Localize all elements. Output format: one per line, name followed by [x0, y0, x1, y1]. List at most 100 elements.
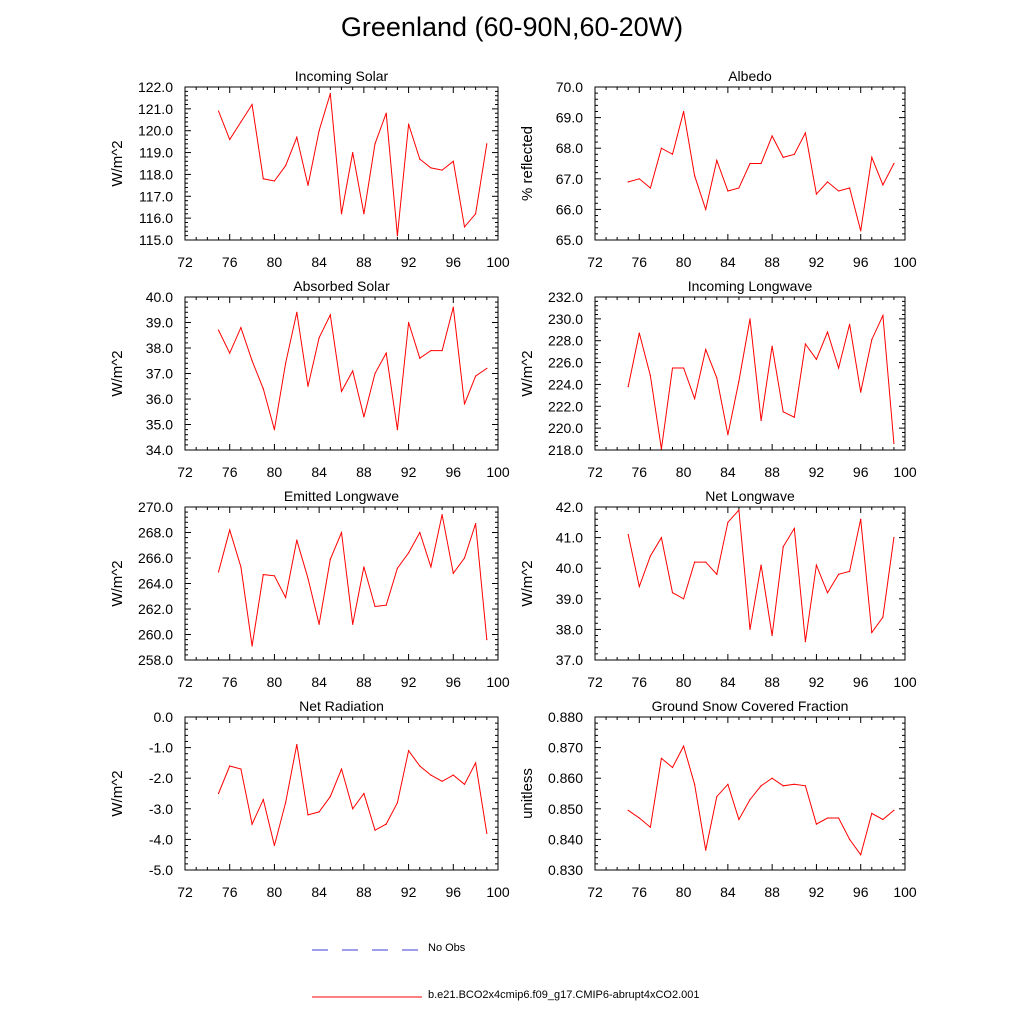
ground-snow-covered-fraction-xtick-label: 76: [631, 884, 647, 900]
albedo-point: [815, 193, 818, 195]
incoming-solar-point: [340, 213, 343, 215]
albedo-series-line: [628, 111, 895, 231]
ground-snow-covered-fraction-point: [682, 745, 685, 747]
incoming-solar-title: Incoming Solar: [295, 68, 389, 84]
net-radiation-point: [352, 808, 354, 810]
absorbed-solar-ytick-label: 35.0: [146, 417, 173, 433]
incoming-longwave-point: [749, 318, 751, 320]
net-longwave-point: [749, 628, 751, 631]
net-longwave-xtick-label: 88: [764, 674, 780, 690]
incoming-longwave-point: [793, 416, 795, 418]
net-longwave-point: [627, 533, 629, 536]
emitted-longwave-point: [475, 522, 477, 525]
incoming-solar-point: [352, 151, 354, 154]
incoming-solar-point: [441, 169, 443, 171]
emitted-longwave-point: [407, 552, 410, 554]
net-radiation-point: [385, 823, 387, 825]
ground-snow-covered-fraction-xtick-label: 80: [676, 884, 692, 900]
absorbed-solar-point: [407, 321, 410, 324]
incoming-longwave-xtick-label: 96: [853, 464, 869, 480]
net-longwave-xtick-label: 100: [893, 674, 917, 690]
absorbed-solar-ytick-label: 34.0: [146, 442, 173, 458]
net-longwave-point: [694, 561, 696, 563]
ground-snow-covered-fraction-ytick-label: 0.880: [548, 709, 583, 725]
ground-snow-covered-fraction-point: [638, 817, 640, 819]
incoming-solar-xtick-label: 100: [486, 254, 510, 270]
albedo-xtick-label: 84: [720, 254, 736, 270]
ground-snow-covered-fraction-point: [716, 795, 718, 798]
absorbed-solar-point: [285, 362, 287, 364]
incoming-solar-point: [463, 226, 466, 228]
absorbed-solar-point: [385, 352, 387, 354]
net-radiation-point: [229, 765, 231, 767]
ground-snow-covered-fraction-point: [694, 783, 696, 785]
incoming-longwave-point: [638, 332, 640, 334]
incoming-solar-ytick-label: 122.0: [138, 79, 173, 95]
emitted-longwave-ylabel: W/m^2: [109, 560, 126, 606]
absorbed-solar-point: [340, 390, 343, 392]
ground-snow-covered-fraction-point: [882, 818, 884, 821]
incoming-longwave-point: [694, 398, 696, 400]
net-longwave-point: [738, 509, 740, 511]
incoming-solar-xtick-label: 76: [222, 254, 238, 270]
emitted-longwave-point: [329, 558, 331, 560]
incoming-solar-xtick-label: 72: [177, 254, 193, 270]
net-radiation-point: [463, 783, 466, 785]
ground-snow-covered-fraction-xtick-label: 88: [764, 884, 780, 900]
absorbed-solar-ytick-label: 39.0: [146, 315, 173, 331]
absorbed-solar-point: [262, 388, 264, 390]
net-radiation-xtick-label: 84: [311, 884, 327, 900]
net-longwave-point: [649, 555, 651, 557]
emitted-longwave-point: [296, 539, 298, 541]
net-longwave-xtick-label: 92: [809, 674, 825, 690]
incoming-longwave-title: Incoming Longwave: [688, 278, 813, 294]
net-radiation-point: [273, 844, 276, 847]
emitted-longwave-point: [340, 531, 343, 534]
net-longwave-ytick-label: 42.0: [556, 499, 583, 515]
net-longwave-point: [705, 561, 707, 563]
absorbed-solar-ytick-label: 40.0: [146, 289, 173, 305]
net-longwave-point: [804, 641, 806, 643]
incoming-longwave-point: [826, 331, 829, 333]
emitted-longwave-point: [374, 605, 376, 608]
albedo-ylabel: % reflected: [519, 126, 536, 201]
net-radiation-xtick-label: 88: [356, 884, 372, 900]
emitted-longwave-title: Emitted Longwave: [284, 488, 399, 504]
legend-model-label: b.e21.BCO2x4cmip6.f09_g17.CMIP6-abrupt4x…: [428, 989, 700, 1001]
net-radiation-point: [318, 811, 320, 813]
incoming-longwave-point: [727, 434, 729, 436]
ground-snow-covered-fraction-point: [849, 838, 851, 841]
absorbed-solar-xtick-label: 88: [356, 464, 372, 480]
absorbed-solar-point: [363, 416, 365, 418]
incoming-solar-ytick-label: 118.0: [139, 166, 173, 182]
albedo-point: [749, 162, 751, 165]
net-radiation-xtick-label: 96: [445, 884, 461, 900]
incoming-solar-point: [217, 110, 220, 112]
albedo-point: [694, 175, 696, 177]
ground-snow-covered-fraction-series-line: [627, 744, 895, 856]
incoming-longwave-xtick-label: 80: [676, 464, 692, 480]
absorbed-solar-xtick-label: 96: [445, 464, 461, 480]
albedo-point: [705, 208, 707, 210]
emitted-longwave-point: [463, 557, 466, 559]
net-radiation-ytick-label: -2.0: [149, 770, 173, 786]
net-radiation-point: [285, 802, 287, 804]
absorbed-solar-ytick-label: 37.0: [146, 366, 173, 382]
emitted-longwave-xtick-label: 88: [356, 674, 372, 690]
net-radiation-point: [475, 762, 477, 764]
incoming-longwave-point: [837, 367, 840, 369]
incoming-longwave-ytick-label: 222.0: [548, 398, 583, 414]
emitted-longwave-point: [352, 623, 354, 625]
ground-snow-covered-fraction-xtick-label: 92: [809, 884, 825, 900]
incoming-longwave-point: [705, 348, 707, 351]
emitted-longwave-point: [419, 531, 421, 534]
absorbed-solar-point: [329, 314, 331, 316]
absorbed-solar-point: [217, 329, 220, 331]
emitted-longwave-xtick-label: 84: [311, 674, 327, 690]
emitted-longwave-ytick-label: 270.0: [138, 499, 173, 515]
absorbed-solar-point: [396, 429, 398, 431]
ground-snow-covered-fraction-point: [826, 817, 829, 819]
albedo-point: [871, 156, 873, 158]
net-longwave-ytick-label: 37.0: [556, 652, 583, 668]
